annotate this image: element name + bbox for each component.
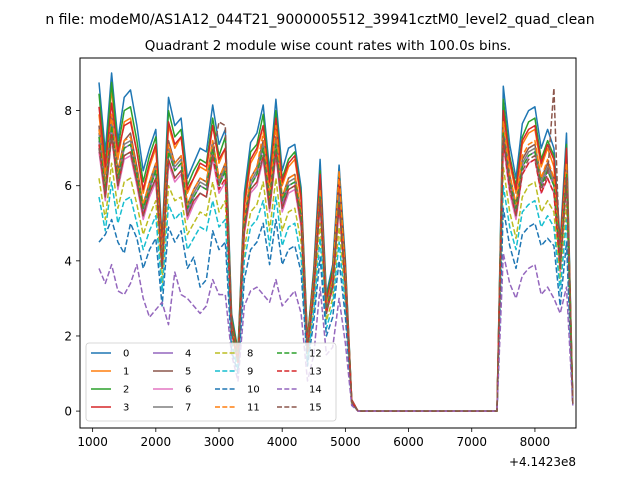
y-tick-label: 2 bbox=[64, 329, 72, 343]
legend-box bbox=[85, 342, 337, 422]
legend-label-2: 2 bbox=[123, 385, 129, 396]
x-tick-label: 5000 bbox=[330, 435, 361, 449]
series-layer bbox=[98, 72, 574, 412]
legend-label-6: 6 bbox=[185, 385, 191, 396]
x-tick-label: 3000 bbox=[204, 435, 235, 449]
legend-label-9: 9 bbox=[247, 367, 253, 378]
figure-suptitle: n file: modeM0/AS1A12_044T21_9000005512_… bbox=[45, 12, 594, 28]
axis-layer: 1000 2000 3000 4000 5000 6000 7000 8000 0 2 4 6 8 bbox=[64, 104, 550, 449]
y-tick-label: 8 bbox=[64, 104, 72, 118]
y-tick-label: 6 bbox=[64, 179, 72, 193]
plot-frame bbox=[79, 57, 577, 429]
x-tick-label: 2000 bbox=[141, 435, 172, 449]
x-tick-label: 4000 bbox=[267, 435, 298, 449]
chart-title: Quadrant 2 module wise count rates with … bbox=[145, 38, 511, 54]
x-tick-label: 8000 bbox=[520, 435, 551, 449]
legend-label-15: 15 bbox=[309, 403, 322, 414]
x-offset-text: +4.1423e8 bbox=[509, 455, 576, 469]
legend-label-0: 0 bbox=[123, 349, 129, 360]
legend-label-3: 3 bbox=[123, 403, 129, 414]
legend-label-5: 5 bbox=[185, 367, 191, 378]
series-line-15 bbox=[98, 87, 574, 412]
legend-label-4: 4 bbox=[185, 349, 191, 360]
legend-label-10: 10 bbox=[247, 385, 260, 396]
legend-label-13: 13 bbox=[309, 367, 322, 378]
x-tick-label: 6000 bbox=[393, 435, 424, 449]
legend-label-8: 8 bbox=[247, 349, 253, 360]
legend-label-11: 11 bbox=[247, 403, 260, 414]
x-tick-label: 7000 bbox=[456, 435, 487, 449]
series-line-14 bbox=[98, 252, 574, 412]
y-tick-label: 4 bbox=[64, 254, 72, 268]
x-tick-label: 1000 bbox=[77, 435, 108, 449]
legend-label-7: 7 bbox=[185, 403, 191, 414]
legend-label-1: 1 bbox=[123, 367, 129, 378]
legend-label-14: 14 bbox=[309, 385, 322, 396]
y-tick-label: 0 bbox=[64, 405, 72, 419]
legend-label-12: 12 bbox=[309, 349, 322, 360]
